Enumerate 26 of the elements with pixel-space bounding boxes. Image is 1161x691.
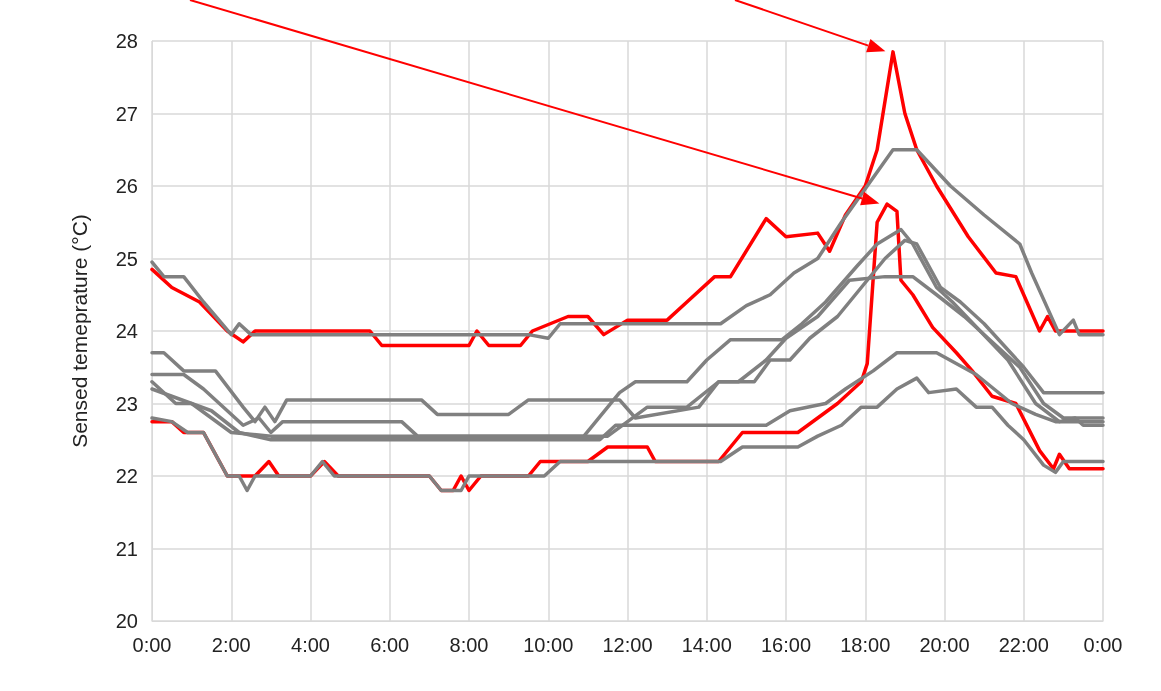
line-series [150,50,1105,348]
x-tick-label: 10:00 [523,634,574,656]
line-series [150,376,1105,493]
y-tick-label: 20 [115,610,138,632]
x-tick-label: 18:00 [840,634,891,656]
x-tick-label: 8:00 [449,634,489,656]
x-tick-label: 16:00 [760,634,812,656]
x-tick-label: 22:00 [998,634,1049,656]
line-series [150,148,1105,340]
y-tick-label: 22 [115,465,138,487]
y-tick-label: 26 [115,175,138,197]
y-axis-title: Sensed temeprature (°C) [68,214,91,448]
x-tick-label: 12:00 [602,634,653,656]
x-tick-label: 0:00 [132,634,172,656]
y-tick-label: 25 [115,247,138,270]
y-tick-label: 21 [115,537,138,560]
x-tick-label: 2:00 [211,634,251,656]
y-tick-label: 27 [115,102,138,125]
x-tick-label: 20:00 [919,634,970,656]
y-tick-label: 23 [115,392,138,415]
y-tick-label: 24 [115,320,138,342]
x-tick-label: 14:00 [681,634,732,656]
x-tick-label: 0:00 [1083,634,1123,656]
x-tick-label: 4:00 [291,634,330,656]
x-tick-label: 6:00 [370,634,410,656]
y-tick-label: 28 [115,30,138,52]
